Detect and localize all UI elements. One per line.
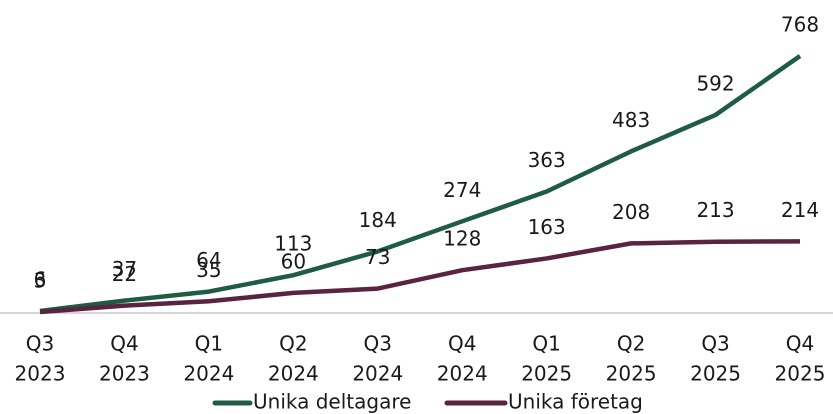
x-tick-label: Q4 [110, 332, 138, 356]
x-tick-label: 2025 [606, 362, 657, 386]
data-label: 363 [528, 148, 566, 172]
x-tick-label: 2023 [15, 362, 66, 386]
data-label: 163 [528, 215, 566, 239]
x-tick-label: 2024 [352, 362, 403, 386]
data-label: 274 [443, 178, 481, 202]
x-tick-label: Q4 [448, 332, 476, 356]
data-label: 6 [34, 267, 47, 291]
data-label: 3 [34, 268, 47, 292]
data-label: 22 [112, 262, 137, 286]
x-tick-label: 2025 [521, 362, 572, 386]
data-label: 73 [365, 245, 390, 269]
x-tick-label: 2023 [99, 362, 150, 386]
data-label: 184 [359, 208, 397, 232]
x-tick-label: Q4 [786, 332, 814, 356]
legend-label: Unika företag [508, 390, 643, 414]
x-tick-label: 2024 [437, 362, 488, 386]
x-tick-label: Q1 [195, 332, 223, 356]
x-tick-label: Q3 [701, 332, 729, 356]
data-label: 592 [696, 71, 734, 95]
x-tick-label: Q2 [617, 332, 645, 356]
data-label: 483 [612, 108, 650, 132]
x-tick-label: Q3 [26, 332, 54, 356]
data-label: 768 [781, 13, 819, 37]
x-tick-label: 2025 [775, 362, 826, 386]
data-label: 60 [281, 249, 306, 273]
x-tick-label: 2024 [183, 362, 234, 386]
data-label: 213 [696, 198, 734, 222]
data-label: 113 [274, 232, 312, 256]
series-line [39, 54, 802, 314]
data-label: 64 [196, 248, 221, 272]
legend-label: Unika deltagare [253, 390, 411, 414]
data-label: 37 [112, 257, 137, 281]
series-line [39, 239, 801, 315]
x-tick-label: Q1 [532, 332, 560, 356]
x-tick-label: Q3 [364, 332, 392, 356]
x-tick-label: Q2 [279, 332, 307, 356]
x-tick-label: 2024 [268, 362, 319, 386]
data-label: 208 [612, 200, 650, 224]
data-label: 214 [781, 198, 819, 222]
data-label: 128 [443, 227, 481, 251]
data-label: 35 [196, 258, 221, 282]
x-tick-label: 2025 [690, 362, 741, 386]
